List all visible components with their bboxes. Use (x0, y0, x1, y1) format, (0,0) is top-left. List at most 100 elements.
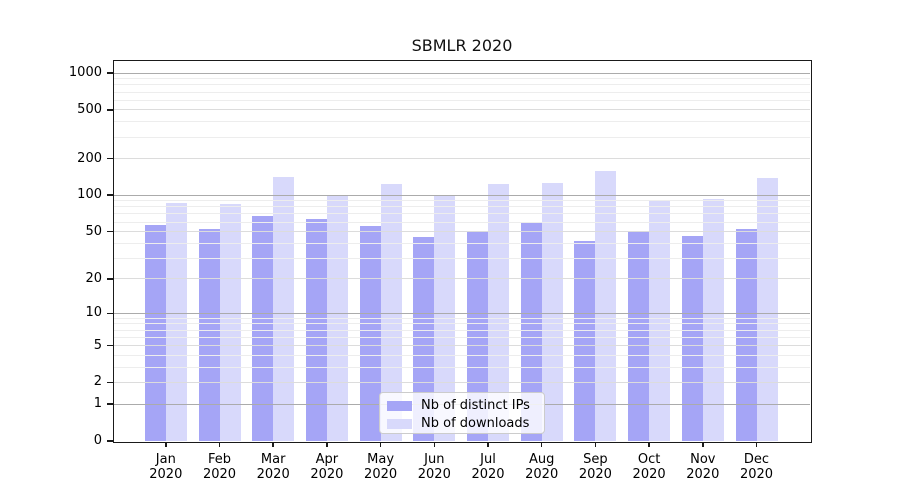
bar-downloads-feb (219, 203, 241, 441)
legend-label-distinct-ips: Nb of distinct IPs (421, 398, 530, 413)
y-tick-label: 0 (93, 433, 102, 448)
grid-line-minor (114, 323, 810, 325)
x-tick-label-apr: Apr 2020 (310, 452, 344, 482)
y-tick (107, 403, 113, 405)
x-tick-label-aug: Aug 2020 (525, 452, 559, 482)
bar-distinct-ips-mar (252, 216, 274, 441)
x-tick (702, 442, 704, 447)
grid-line-minor (114, 78, 810, 80)
bar-downloads-may (380, 184, 402, 441)
grid-line-minor (114, 99, 810, 101)
y-tick (107, 72, 113, 74)
grid-line-minor (114, 366, 810, 368)
bar-downloads-mar (273, 177, 295, 441)
x-tick (379, 442, 382, 447)
grid-line-minor (114, 354, 810, 356)
x-tick-label-may: May 2020 (364, 452, 398, 482)
x-tick (648, 442, 650, 447)
y-tick-label: 20 (85, 270, 102, 286)
y-tick-label: 1000 (68, 65, 102, 81)
legend: Nb of distinct IPs Nb of downloads (379, 392, 545, 434)
x-tick-label-oct: Oct 2020 (632, 452, 666, 482)
y-tick-label: 1 (93, 396, 102, 412)
x-tick-label-dec: Dec 2020 (739, 452, 774, 482)
x-tick-label-jul: Jul 2020 (471, 452, 505, 482)
y-tick-label: 50 (85, 223, 102, 239)
grid-line (114, 72, 810, 74)
x-tick-label-nov: Nov 2020 (686, 452, 720, 482)
y-tick (107, 194, 113, 196)
bar-downloads-oct (649, 200, 671, 441)
grid-line-minor (114, 317, 810, 319)
x-tick (755, 442, 758, 447)
x-tick (487, 442, 489, 447)
chart-title: SBMLR 2020 (411, 36, 513, 55)
grid-line-minor (114, 221, 810, 223)
x-tick (540, 442, 543, 447)
grid-line-minor (114, 257, 810, 259)
x-tick (594, 442, 597, 447)
grid-line-minor (114, 121, 810, 123)
y-tick (107, 230, 113, 233)
grid-line-minor (114, 200, 810, 202)
x-tick-label-jan: Jan 2020 (149, 452, 183, 482)
y-tick (107, 344, 113, 347)
y-tick (107, 440, 113, 442)
grid-line (114, 312, 810, 314)
x-tick-label-feb: Feb 2020 (202, 452, 237, 482)
grid-line-minor (114, 91, 810, 93)
grid-line (114, 345, 810, 347)
bar-distinct-ips-jul (467, 230, 488, 441)
grid-line-minor (114, 136, 810, 138)
grid-line-minor (114, 242, 810, 244)
x-tick-label-jun: Jun 2020 (417, 452, 451, 482)
y-tick (107, 278, 113, 280)
bar-distinct-ips-nov (681, 235, 703, 441)
bar-downloads-jul (488, 184, 509, 441)
x-tick (433, 442, 436, 447)
x-tick (272, 442, 274, 447)
grid-line (114, 278, 810, 280)
legend-swatch-downloads (387, 419, 412, 429)
x-tick-label-mar: Mar 2020 (256, 452, 290, 482)
bar-distinct-ips-dec (735, 228, 757, 441)
y-tick-label: 500 (77, 101, 102, 117)
y-tick-label: 5 (93, 337, 102, 353)
grid-line-minor (114, 329, 810, 331)
y-tick-label: 2 (93, 374, 102, 390)
bar-distinct-ips-aug (520, 222, 542, 441)
bar-distinct-ips-jun (413, 237, 435, 441)
y-tick-label: 200 (77, 150, 102, 166)
x-tick (218, 442, 221, 447)
bar-downloads-nov (702, 199, 724, 441)
grid-line (114, 109, 810, 111)
legend-item-distinct-ips: Nb of distinct IPs (387, 397, 544, 415)
legend-swatch-distinct-ips (387, 401, 412, 411)
bar-distinct-ips-feb (198, 228, 220, 441)
grid-line-minor (114, 84, 810, 86)
grid-line-minor (114, 336, 810, 338)
grid-line (114, 194, 810, 196)
x-tick (326, 442, 328, 447)
grid-line-minor (114, 213, 810, 215)
bar-downloads-aug (541, 183, 563, 441)
bar-downloads-sep (595, 171, 617, 441)
bar-distinct-ips-sep (574, 240, 596, 441)
x-tick-label-sep: Sep 2020 (578, 452, 612, 482)
y-tick (107, 109, 113, 111)
grid-line (114, 231, 810, 233)
grid-line (114, 381, 810, 383)
y-tick-label: 10 (85, 305, 102, 321)
x-tick (165, 442, 167, 447)
y-tick (107, 312, 113, 315)
bar-distinct-ips-may (359, 225, 381, 441)
bar-distinct-ips-oct (628, 231, 650, 441)
y-tick-label: 100 (77, 187, 102, 203)
bar-downloads-dec (756, 178, 778, 441)
grid-line (114, 158, 810, 160)
y-tick (107, 381, 113, 384)
legend-label-downloads: Nb of downloads (421, 416, 530, 431)
bar-downloads-jan (165, 202, 187, 441)
legend-item-downloads: Nb of downloads (387, 415, 544, 433)
